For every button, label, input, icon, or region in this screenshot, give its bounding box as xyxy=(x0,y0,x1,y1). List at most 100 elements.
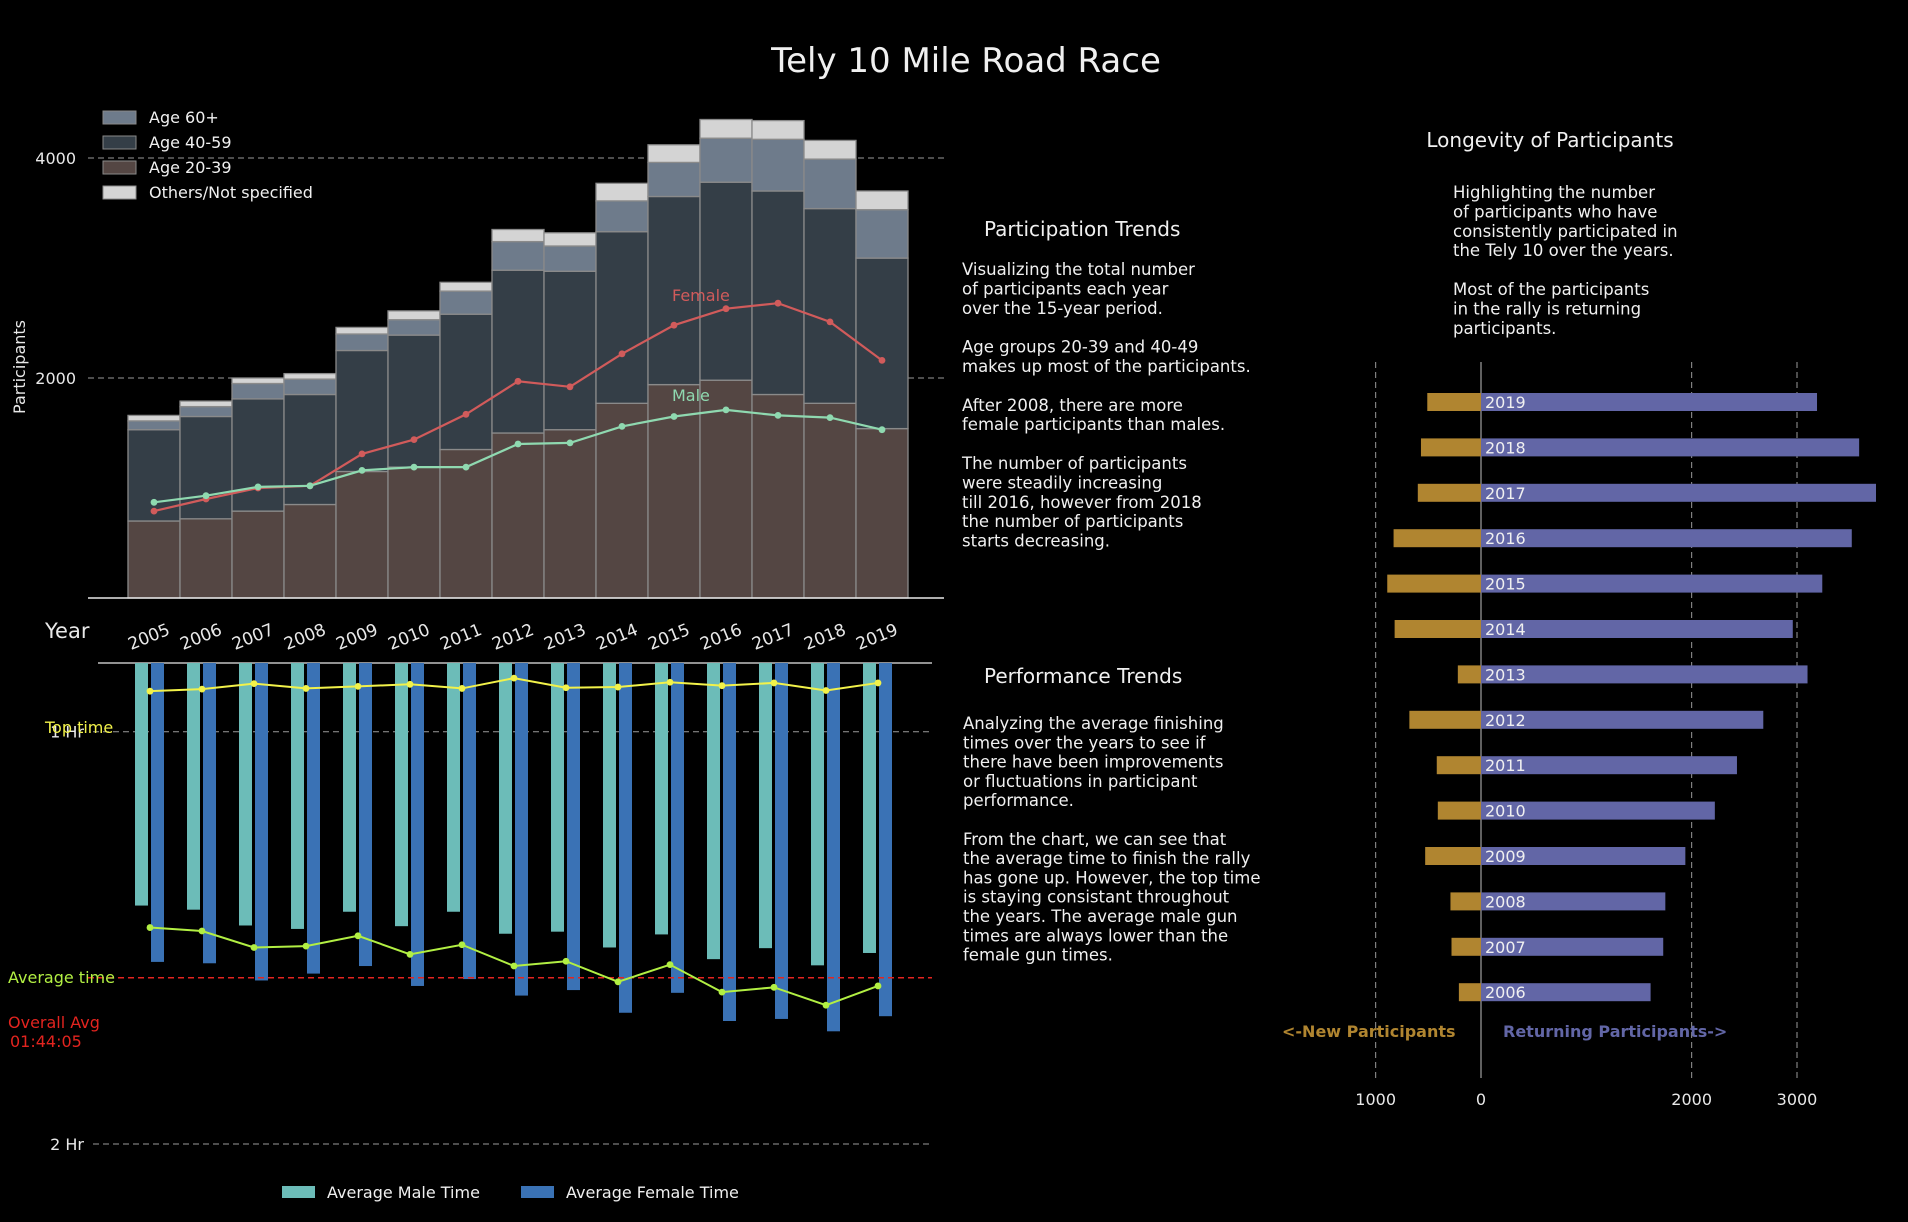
bar-segment xyxy=(491,228,545,243)
bar-segment xyxy=(439,281,493,292)
text-line: female gun times. xyxy=(963,946,1113,965)
text-line: performance. xyxy=(963,791,1074,810)
text-line: the years. The average male gun xyxy=(963,907,1238,926)
line-point xyxy=(670,413,678,420)
bar-segment xyxy=(179,400,233,408)
bar-segment xyxy=(803,139,857,160)
longevity-text-panel: Longevity of Participants Highlighting t… xyxy=(1426,128,1677,338)
year-label: 2013 xyxy=(1485,665,1526,684)
line-point xyxy=(618,423,626,430)
longevity-description: Highlighting the number of participants w… xyxy=(1453,183,1678,338)
returning-participants-label: Returning Participants-> xyxy=(1503,1022,1727,1041)
male-time-bar xyxy=(447,663,460,912)
line-point xyxy=(510,674,518,682)
performance-text-panel: Performance Trends Analyzing the average… xyxy=(963,664,1260,965)
y-tick-label: 4000 xyxy=(35,149,76,168)
text-line: the number of participants xyxy=(962,512,1183,531)
new-participants-bar xyxy=(1387,574,1481,593)
returning-participants-bar xyxy=(1481,937,1664,956)
female-time-bar xyxy=(567,663,580,991)
male-time-bar xyxy=(395,663,408,927)
text-line: After 2008, there are more xyxy=(962,396,1183,415)
text-line: of participants who have xyxy=(1453,202,1657,221)
x-tick-label: 0 xyxy=(1476,1090,1486,1109)
returning-participants-bar xyxy=(1481,756,1737,775)
bar-segment xyxy=(127,414,181,422)
bar-segment xyxy=(855,190,909,211)
text-line: there have been improvements xyxy=(963,753,1223,772)
line-point xyxy=(146,924,154,931)
line-point xyxy=(510,962,518,970)
female-time-bar xyxy=(879,663,892,1017)
participation-description: Visualizing the total number of participa… xyxy=(961,260,1251,551)
bar-segment xyxy=(335,333,389,352)
legend-label: Age 60+ xyxy=(149,108,219,127)
overall-average-label-line: 01:44:05 xyxy=(10,1032,82,1051)
line-point xyxy=(406,680,414,688)
line-point xyxy=(458,685,466,692)
bar-segment xyxy=(855,257,909,430)
year-label: 2007 xyxy=(1485,938,1526,957)
legend-swatch xyxy=(102,185,137,200)
male-time-bar xyxy=(291,663,304,929)
line-point xyxy=(874,982,882,990)
bar-segment xyxy=(647,144,701,164)
bar-segment xyxy=(179,405,233,418)
line-point xyxy=(146,687,154,695)
bar-segment xyxy=(803,402,857,599)
female-time-bar xyxy=(619,663,632,1013)
year-label: 2006 xyxy=(1485,983,1526,1002)
line-point xyxy=(354,932,362,940)
year-label: 2011 xyxy=(1485,756,1526,775)
year-label: 2015 xyxy=(1485,575,1526,594)
bar-segment xyxy=(491,240,545,271)
text-line: the average time to finish the rally xyxy=(963,849,1251,868)
text-line: of participants each year xyxy=(962,279,1169,298)
overall-average-label: Overall Avg 01:44:05 xyxy=(8,1013,100,1051)
new-participants-bar xyxy=(1436,756,1481,775)
line-point xyxy=(826,414,834,421)
text-line: The number of participants xyxy=(961,454,1187,473)
line-point xyxy=(410,436,418,443)
line-point xyxy=(566,439,574,447)
line-point xyxy=(614,978,622,986)
y-tick-label: 2 Hr xyxy=(50,1135,84,1154)
bar-segment xyxy=(127,520,181,599)
new-participants-bar xyxy=(1427,393,1481,411)
female-line-label: Female xyxy=(672,286,730,305)
line-point xyxy=(202,492,210,500)
page-title: Tely 10 Mile Road Race xyxy=(770,41,1161,81)
overall-average-label-line: Overall Avg xyxy=(8,1013,100,1032)
text-line: times are always lower than the xyxy=(963,926,1228,945)
new-participants-bar xyxy=(1420,438,1481,457)
bar-segment xyxy=(699,118,753,139)
new-participants-bar xyxy=(1393,529,1481,548)
returning-participants-bar xyxy=(1481,665,1808,684)
new-participants-bar xyxy=(1437,801,1481,820)
returning-participants-bar xyxy=(1481,710,1764,729)
line-point xyxy=(822,687,830,694)
text-line: or fluctuations in participant xyxy=(963,772,1198,791)
line-point xyxy=(354,682,362,690)
line-point xyxy=(198,927,206,935)
bar-segment xyxy=(751,138,805,192)
bar-segment xyxy=(387,319,441,336)
new-participants-bar xyxy=(1458,983,1481,1002)
female-time-bar xyxy=(463,663,476,980)
text-line: female participants than males. xyxy=(962,415,1225,434)
male-time-bar xyxy=(759,663,772,949)
line-point xyxy=(462,463,470,471)
new-participants-bar xyxy=(1417,483,1481,502)
line-point xyxy=(306,482,314,490)
line-point xyxy=(614,683,622,691)
line-point xyxy=(718,988,726,996)
legend-label: Average Male Time xyxy=(327,1183,480,1202)
bar-segment xyxy=(127,429,181,522)
new-participants-bar xyxy=(1409,710,1481,729)
legend-label: Average Female Time xyxy=(566,1183,739,1202)
year-label: 2009 xyxy=(1485,847,1526,866)
male-time-bar xyxy=(811,663,824,966)
bar-segment xyxy=(491,432,545,599)
